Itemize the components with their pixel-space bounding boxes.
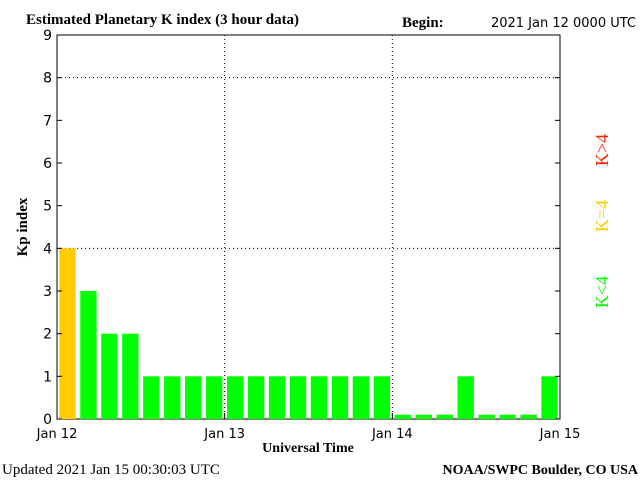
bar [226, 376, 244, 419]
y-tick-label: 0 [43, 412, 52, 428]
bar [164, 376, 181, 419]
y-tick-label: 6 [43, 156, 52, 172]
y-tick-label: 9 [43, 28, 52, 44]
bar [352, 376, 370, 419]
y-axis: 0 1 2 3 4 5 6 7 8 9 [43, 28, 560, 428]
bar [415, 414, 432, 419]
y-tick-label: 2 [43, 327, 52, 343]
x-tick-label: Jan 15 [539, 427, 581, 442]
bar [394, 414, 411, 419]
y-tick-label: 5 [43, 199, 52, 215]
x-axis: Jan 12 Jan 13 Jan 14 Jan 15 [36, 413, 581, 442]
y-tick-label: 7 [43, 113, 52, 129]
source-text: NOAA/SWPC Boulder, CO USA [442, 463, 638, 478]
bar [185, 376, 202, 419]
bar [499, 414, 516, 419]
begin-value: 2021 Jan 12 0000 UTC [491, 16, 636, 31]
bar [373, 376, 391, 419]
chart-title: Estimated Planetary K index (3 hour data… [26, 12, 299, 28]
legend-above: K>4 [592, 134, 612, 166]
x-tick-label: Jan 12 [36, 427, 78, 442]
x-tick-label: Jan 13 [203, 427, 245, 442]
plot-frame [56, 34, 561, 420]
legend-below: K<4 [592, 276, 612, 308]
bar [520, 414, 537, 419]
bar [478, 414, 495, 419]
legend-equal: K=4 [592, 200, 612, 232]
grid-lines [57, 35, 560, 419]
y-tick-label: 3 [43, 284, 52, 300]
y-tick-label: 4 [43, 241, 52, 257]
bar [59, 248, 76, 419]
bar [289, 376, 307, 419]
bar [80, 291, 97, 419]
updated-text: Updated 2021 Jan 15 00:30:03 UTC [2, 462, 220, 478]
bar-series [59, 248, 558, 419]
x-axis-label: Universal Time [262, 441, 354, 456]
bar [310, 376, 328, 419]
y-tick-label: 8 [43, 71, 52, 87]
begin-label: Begin: [402, 15, 444, 31]
bar [122, 333, 139, 419]
y-tick-label: 1 [43, 369, 52, 385]
bar [457, 376, 474, 419]
bar [247, 376, 265, 419]
bar [268, 376, 286, 419]
bar [541, 376, 558, 419]
bar [206, 376, 223, 419]
bar [101, 333, 118, 419]
bar [331, 376, 349, 419]
y-axis-label: Kp index [15, 197, 31, 256]
x-tick-label: Jan 14 [371, 427, 413, 442]
bar [436, 414, 453, 419]
bar [143, 376, 160, 419]
